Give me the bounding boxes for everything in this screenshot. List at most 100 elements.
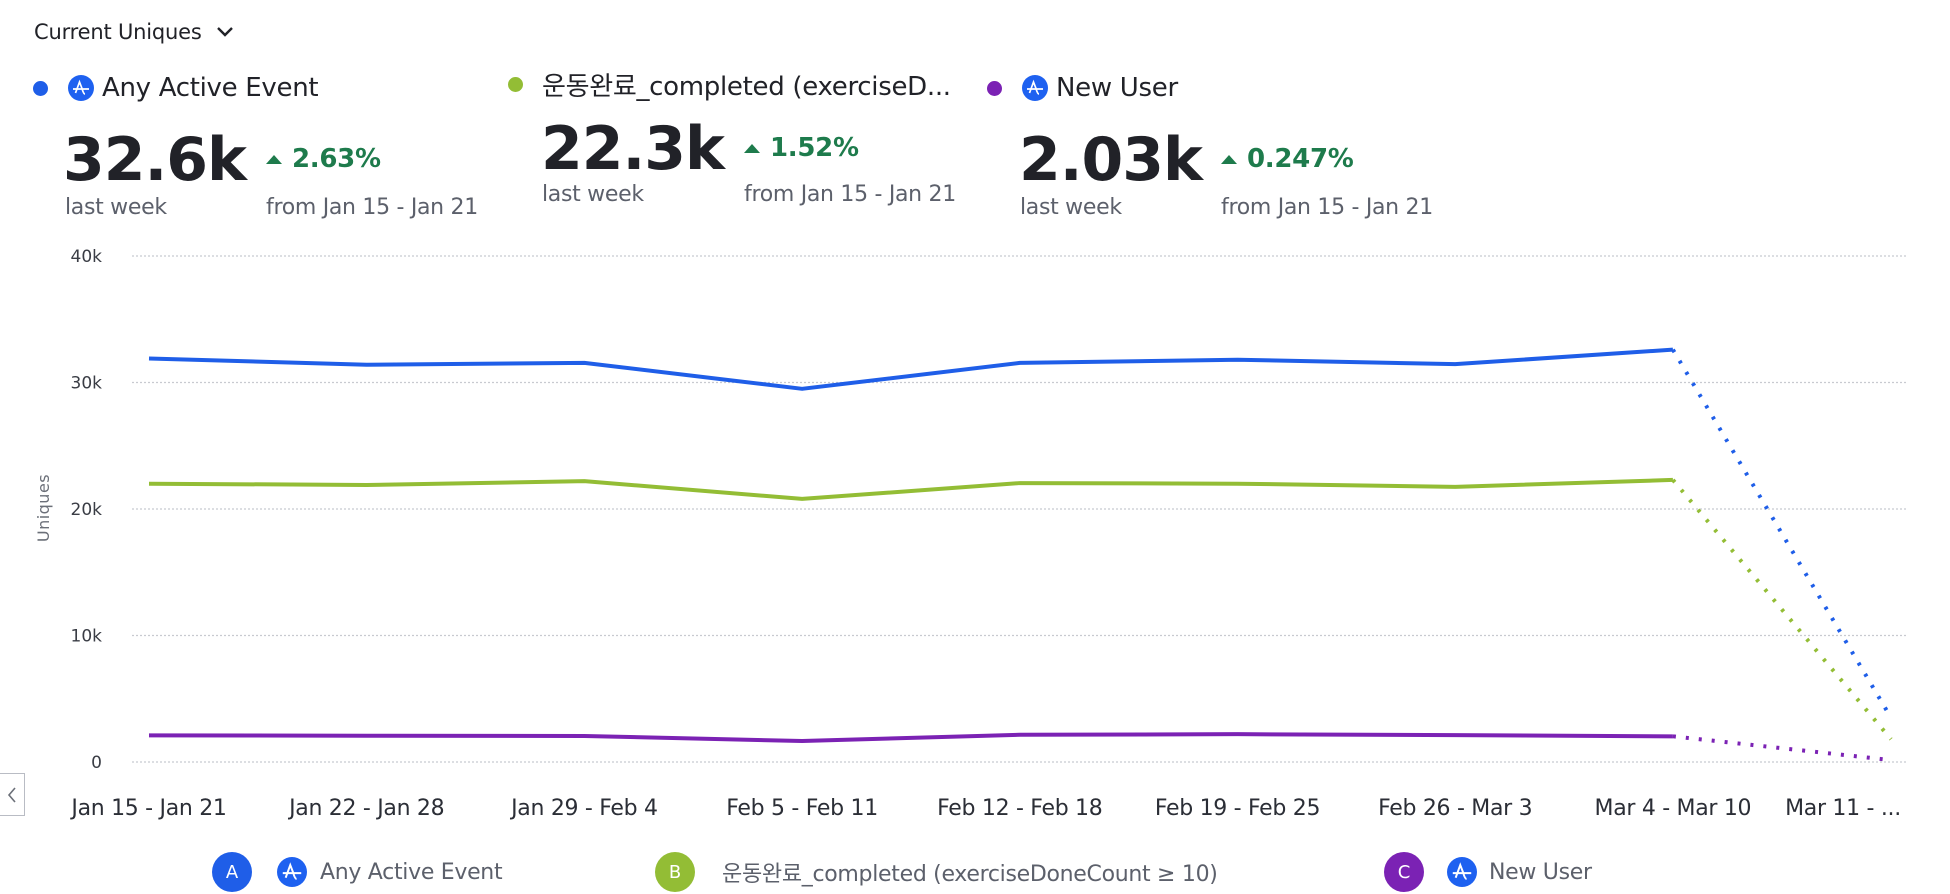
amplitude-event-icon	[1022, 75, 1048, 101]
trend-up-icon	[1221, 154, 1237, 164]
data-point[interactable]	[1447, 356, 1463, 372]
y-tick-label: 10k	[71, 627, 103, 647]
summary-title: 운동완료_completed (exerciseD...	[542, 72, 951, 102]
data-point[interactable]	[141, 350, 157, 366]
summary-value: 22.3k	[541, 114, 725, 184]
data-point[interactable]	[1883, 752, 1899, 768]
summary-compare: from Jan 15 - Jan 21	[744, 182, 956, 207]
x-tick-label: Jan 29 - Feb 4	[509, 796, 658, 821]
data-point[interactable]	[1883, 731, 1899, 747]
data-point[interactable]	[1447, 479, 1463, 495]
data-point[interactable]	[1012, 727, 1028, 743]
data-point[interactable]	[1230, 726, 1246, 742]
series-line[interactable]	[148, 732, 1673, 744]
amplitude-event-icon	[277, 857, 307, 887]
data-point[interactable]	[1447, 727, 1463, 743]
amplitude-event-icon	[68, 75, 94, 101]
chevron-down-icon	[216, 27, 233, 37]
data-point[interactable]	[576, 473, 592, 489]
y-axis-ticks: 0 10k 20k 30k 40k	[71, 247, 103, 773]
data-point[interactable]	[576, 728, 592, 744]
data-point[interactable]	[359, 477, 375, 493]
data-point[interactable]	[359, 357, 375, 373]
summary-period: last week	[65, 195, 167, 220]
data-point[interactable]	[1230, 476, 1246, 492]
chevron-left-icon	[7, 786, 16, 803]
series-color-dot	[33, 80, 48, 96]
legend-label: New User	[1489, 859, 1592, 885]
x-tick-label: Jan 22 - Jan 28	[287, 796, 444, 821]
trend-up-icon	[744, 143, 760, 153]
series-projection-line[interactable]	[1671, 478, 1893, 741]
summary-period: last week	[1020, 195, 1122, 220]
data-point[interactable]	[1665, 472, 1681, 488]
x-tick-label: Feb 5 - Feb 11	[726, 796, 878, 821]
legend-item-b[interactable]: B 운동완료_completed (exerciseDoneCount ≥ 10…	[655, 852, 1218, 892]
series-color-dot	[987, 80, 1002, 96]
amplitude-event-icon	[1447, 857, 1477, 887]
summary-header: Any Active Event	[33, 73, 319, 103]
y-tick-label: 30k	[71, 374, 103, 394]
summary-compare: from Jan 15 - Jan 21	[266, 195, 478, 220]
series-letter-badge: A	[212, 852, 252, 892]
series-projection-line[interactable]	[1671, 348, 1893, 719]
summary-change-value: 1.52%	[770, 133, 859, 163]
summary-header: 운동완료_completed (exerciseD...	[508, 66, 951, 103]
x-tick-label: Jan 15 - Jan 21	[69, 796, 226, 821]
metric-selector-dropdown[interactable]: Current Uniques	[34, 20, 234, 44]
x-tick-label: Mar 11 - ...	[1785, 796, 1901, 821]
series-a	[141, 342, 1899, 726]
data-point[interactable]	[576, 355, 592, 371]
series-line[interactable]	[148, 477, 1673, 501]
data-point[interactable]	[141, 476, 157, 492]
x-tick-label: Feb 19 - Feb 25	[1155, 796, 1320, 821]
summary-title: New User	[1056, 73, 1178, 103]
data-point[interactable]	[1665, 728, 1681, 744]
y-tick-label: 40k	[71, 247, 103, 267]
series-letter-badge: B	[655, 852, 695, 892]
summary-value: 32.6k	[63, 125, 247, 195]
series-color-dot	[508, 77, 523, 92]
y-tick-label: 20k	[71, 500, 103, 520]
summary-title: Any Active Event	[102, 73, 319, 103]
data-point[interactable]	[359, 728, 375, 744]
series-line[interactable]	[148, 347, 1674, 391]
data-point[interactable]	[794, 381, 810, 397]
x-tick-label: Mar 4 - Mar 10	[1595, 796, 1752, 821]
y-axis-label: Uniques	[34, 474, 53, 542]
summary-header: New User	[987, 73, 1178, 103]
summary-change: 0.247%	[1221, 144, 1354, 174]
metric-selector-label: Current Uniques	[34, 20, 202, 44]
summary-change-value: 2.63%	[292, 144, 381, 174]
data-point[interactable]	[1230, 352, 1246, 368]
summary-period: last week	[542, 182, 644, 207]
summary-change: 1.52%	[744, 133, 859, 163]
summary-change-value: 0.247%	[1247, 144, 1354, 174]
data-point[interactable]	[141, 727, 157, 743]
collapse-panel-button[interactable]	[0, 773, 25, 816]
legend-label: 운동완료_completed (exerciseDoneCount ≥ 10)	[722, 862, 1218, 887]
x-tick-label: Feb 26 - Mar 3	[1378, 796, 1532, 821]
data-point[interactable]	[794, 733, 810, 749]
data-point[interactable]	[1665, 342, 1681, 358]
trend-up-icon	[266, 154, 282, 164]
data-point[interactable]	[794, 491, 810, 507]
legend-item-c[interactable]: C New User	[1384, 852, 1592, 892]
series-projection-line[interactable]	[1672, 734, 1892, 763]
gridlines	[132, 255, 1906, 763]
x-tick-label: Feb 12 - Feb 18	[937, 796, 1102, 821]
series-letter-badge: C	[1384, 852, 1424, 892]
data-point[interactable]	[1012, 355, 1028, 371]
summary-value: 2.03k	[1019, 125, 1203, 195]
legend-item-a[interactable]: A Any Active Event	[212, 852, 503, 892]
summary-compare: from Jan 15 - Jan 21	[1221, 195, 1433, 220]
series-lines	[141, 342, 1899, 768]
summary-change: 2.63%	[266, 144, 381, 174]
legend-label: Any Active Event	[320, 859, 503, 885]
series-b	[141, 472, 1899, 747]
series-c	[141, 726, 1899, 768]
data-point[interactable]	[1883, 710, 1899, 726]
x-axis-ticks: Jan 15 - Jan 21 Jan 22 - Jan 28 Jan 29 - F…	[69, 796, 1901, 821]
data-point[interactable]	[1012, 475, 1028, 491]
